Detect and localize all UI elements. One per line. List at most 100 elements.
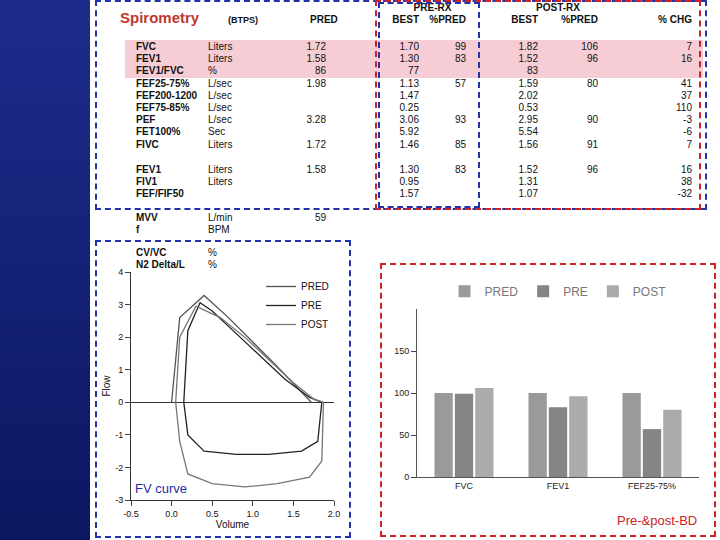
- svg-text:Flow: Flow: [101, 375, 112, 397]
- html-text:PRE-RX: PRE-RX: [413, 2, 452, 13]
- html-text:1.56: 1.56: [518, 138, 538, 150]
- html-text:Sec: Sec: [208, 126, 226, 138]
- html-text:85: 85: [454, 138, 466, 150]
- svg-text:PRE: PRE: [563, 285, 588, 299]
- svg-text:150: 150: [394, 346, 409, 356]
- html-text:1.46: 1.46: [399, 138, 419, 150]
- html-text:1.72: 1.72: [306, 41, 326, 52]
- html-text:1.82: 1.82: [518, 41, 538, 52]
- html-text:FIVC: FIVC: [136, 138, 159, 150]
- html-text:1.72: 1.72: [306, 138, 326, 150]
- html-text:5.54: 5.54: [518, 126, 538, 138]
- html-text:FEV1: FEV1: [136, 53, 161, 65]
- html-text:1.57: 1.57: [399, 188, 419, 200]
- html-text:1.52: 1.52: [518, 53, 538, 65]
- html-text:FIV1: FIV1: [136, 176, 158, 188]
- html-text:FET100%: FET100%: [136, 126, 181, 138]
- html-text:%PRED: %PRED: [561, 14, 598, 25]
- html-text:1.59: 1.59: [518, 77, 538, 89]
- html-text:Liters: Liters: [208, 53, 233, 65]
- html-text:PRED: PRED: [310, 14, 338, 25]
- html-text:PEF: PEF: [136, 114, 156, 126]
- svg-text:4: 4: [118, 267, 123, 277]
- html-text:96: 96: [586, 53, 598, 65]
- html-text:2.95: 2.95: [518, 114, 538, 126]
- svg-text:PRED: PRED: [485, 285, 519, 299]
- html-text:16: 16: [680, 53, 692, 65]
- html-text:L/sec: L/sec: [208, 114, 232, 126]
- html-text:N2 Delta/L: N2 Delta/L: [136, 259, 185, 271]
- html-text:83: 83: [454, 53, 466, 65]
- html-text:1.31: 1.31: [518, 176, 538, 188]
- svg-text:2: 2: [118, 332, 123, 342]
- html-text:77: 77: [407, 65, 419, 77]
- svg-text:1.0: 1.0: [247, 509, 260, 519]
- html-text:% CHG: % CHG: [658, 14, 692, 25]
- html-text:FEF25-75%: FEF25-75%: [136, 77, 190, 89]
- html-text:1.13: 1.13: [399, 77, 419, 89]
- svg-text:PRED: PRED: [301, 281, 329, 292]
- html-text:91: 91: [586, 138, 598, 150]
- html-text:BEST: BEST: [511, 14, 538, 25]
- html-text:90: 90: [586, 114, 598, 126]
- html-text:2.02: 2.02: [518, 89, 538, 101]
- html-text:Liters: Liters: [208, 176, 233, 188]
- html-text:83: 83: [526, 65, 538, 77]
- svg-text:1.5: 1.5: [287, 509, 300, 519]
- html-text:FEF200-1200: FEF200-1200: [136, 89, 198, 101]
- svg-text:1: 1: [118, 365, 123, 375]
- svg-text:FEV1: FEV1: [547, 481, 570, 491]
- html-text:FEF/FIF50: FEF/FIF50: [136, 188, 184, 200]
- html-text:86: 86: [314, 65, 326, 77]
- html-text:93: 93: [454, 114, 466, 126]
- svg-text:FEF25-75%: FEF25-75%: [628, 481, 676, 491]
- html-text:5.92: 5.92: [399, 126, 419, 138]
- html-text:1.98: 1.98: [306, 77, 326, 89]
- html-text:0.95: 0.95: [399, 176, 419, 188]
- html-text:57: 57: [454, 77, 466, 89]
- html-text:37: 37: [680, 89, 692, 101]
- html-text:1.58: 1.58: [306, 53, 326, 65]
- svg-text:50: 50: [399, 430, 409, 440]
- svg-text:FV curve: FV curve: [135, 481, 187, 496]
- html-text:FVC: FVC: [136, 41, 156, 52]
- svg-text:0.0: 0.0: [165, 509, 178, 519]
- svg-text:-1: -1: [115, 430, 123, 440]
- svg-text:Pre-&post-BD: Pre-&post-BD: [617, 513, 697, 528]
- html-text:1.47: 1.47: [399, 89, 419, 101]
- html-text:-32: -32: [677, 188, 692, 200]
- html-text:%PRED: %PRED: [429, 14, 466, 25]
- html-text:BPM: BPM: [208, 224, 230, 236]
- svg-text:3: 3: [118, 300, 123, 310]
- svg-text:POST: POST: [301, 319, 328, 330]
- svg-text:100: 100: [394, 388, 409, 398]
- html-text:L/sec: L/sec: [208, 77, 232, 89]
- html-text:1.07: 1.07: [518, 188, 538, 200]
- html-text:POST-RX: POST-RX: [536, 2, 580, 13]
- html-text:Liters: Liters: [208, 41, 233, 52]
- html-text:99: 99: [454, 41, 466, 52]
- html-text:Spirometry: Spirometry: [120, 9, 200, 26]
- svg-text:-3: -3: [115, 495, 123, 505]
- svg-text:2.0: 2.0: [328, 509, 341, 519]
- svg-text:0: 0: [404, 472, 409, 482]
- svg-text:POST: POST: [633, 285, 666, 299]
- html-text:3.06: 3.06: [399, 114, 419, 126]
- svg-text:Volume: Volume: [216, 519, 250, 530]
- html-text:1.30: 1.30: [399, 53, 419, 65]
- svg-text:PRE: PRE: [301, 300, 322, 311]
- svg-text:0.5: 0.5: [206, 509, 219, 519]
- svg-text:FVC: FVC: [455, 481, 474, 491]
- html-text:3.28: 3.28: [306, 114, 326, 126]
- svg-text:-0.5: -0.5: [123, 509, 139, 519]
- html-text:41: 41: [680, 77, 692, 89]
- html-text:80: 80: [586, 77, 598, 89]
- svg-text:-2: -2: [115, 463, 123, 473]
- html-text:L/sec: L/sec: [208, 89, 232, 101]
- html-text:BEST: BEST: [392, 14, 419, 25]
- html-text:Liters: Liters: [208, 138, 233, 150]
- html-text:1.70: 1.70: [399, 41, 419, 52]
- html-text:FEV1/FVC: FEV1/FVC: [136, 65, 184, 77]
- svg-text:0: 0: [118, 397, 123, 407]
- html-text:38: 38: [680, 176, 692, 188]
